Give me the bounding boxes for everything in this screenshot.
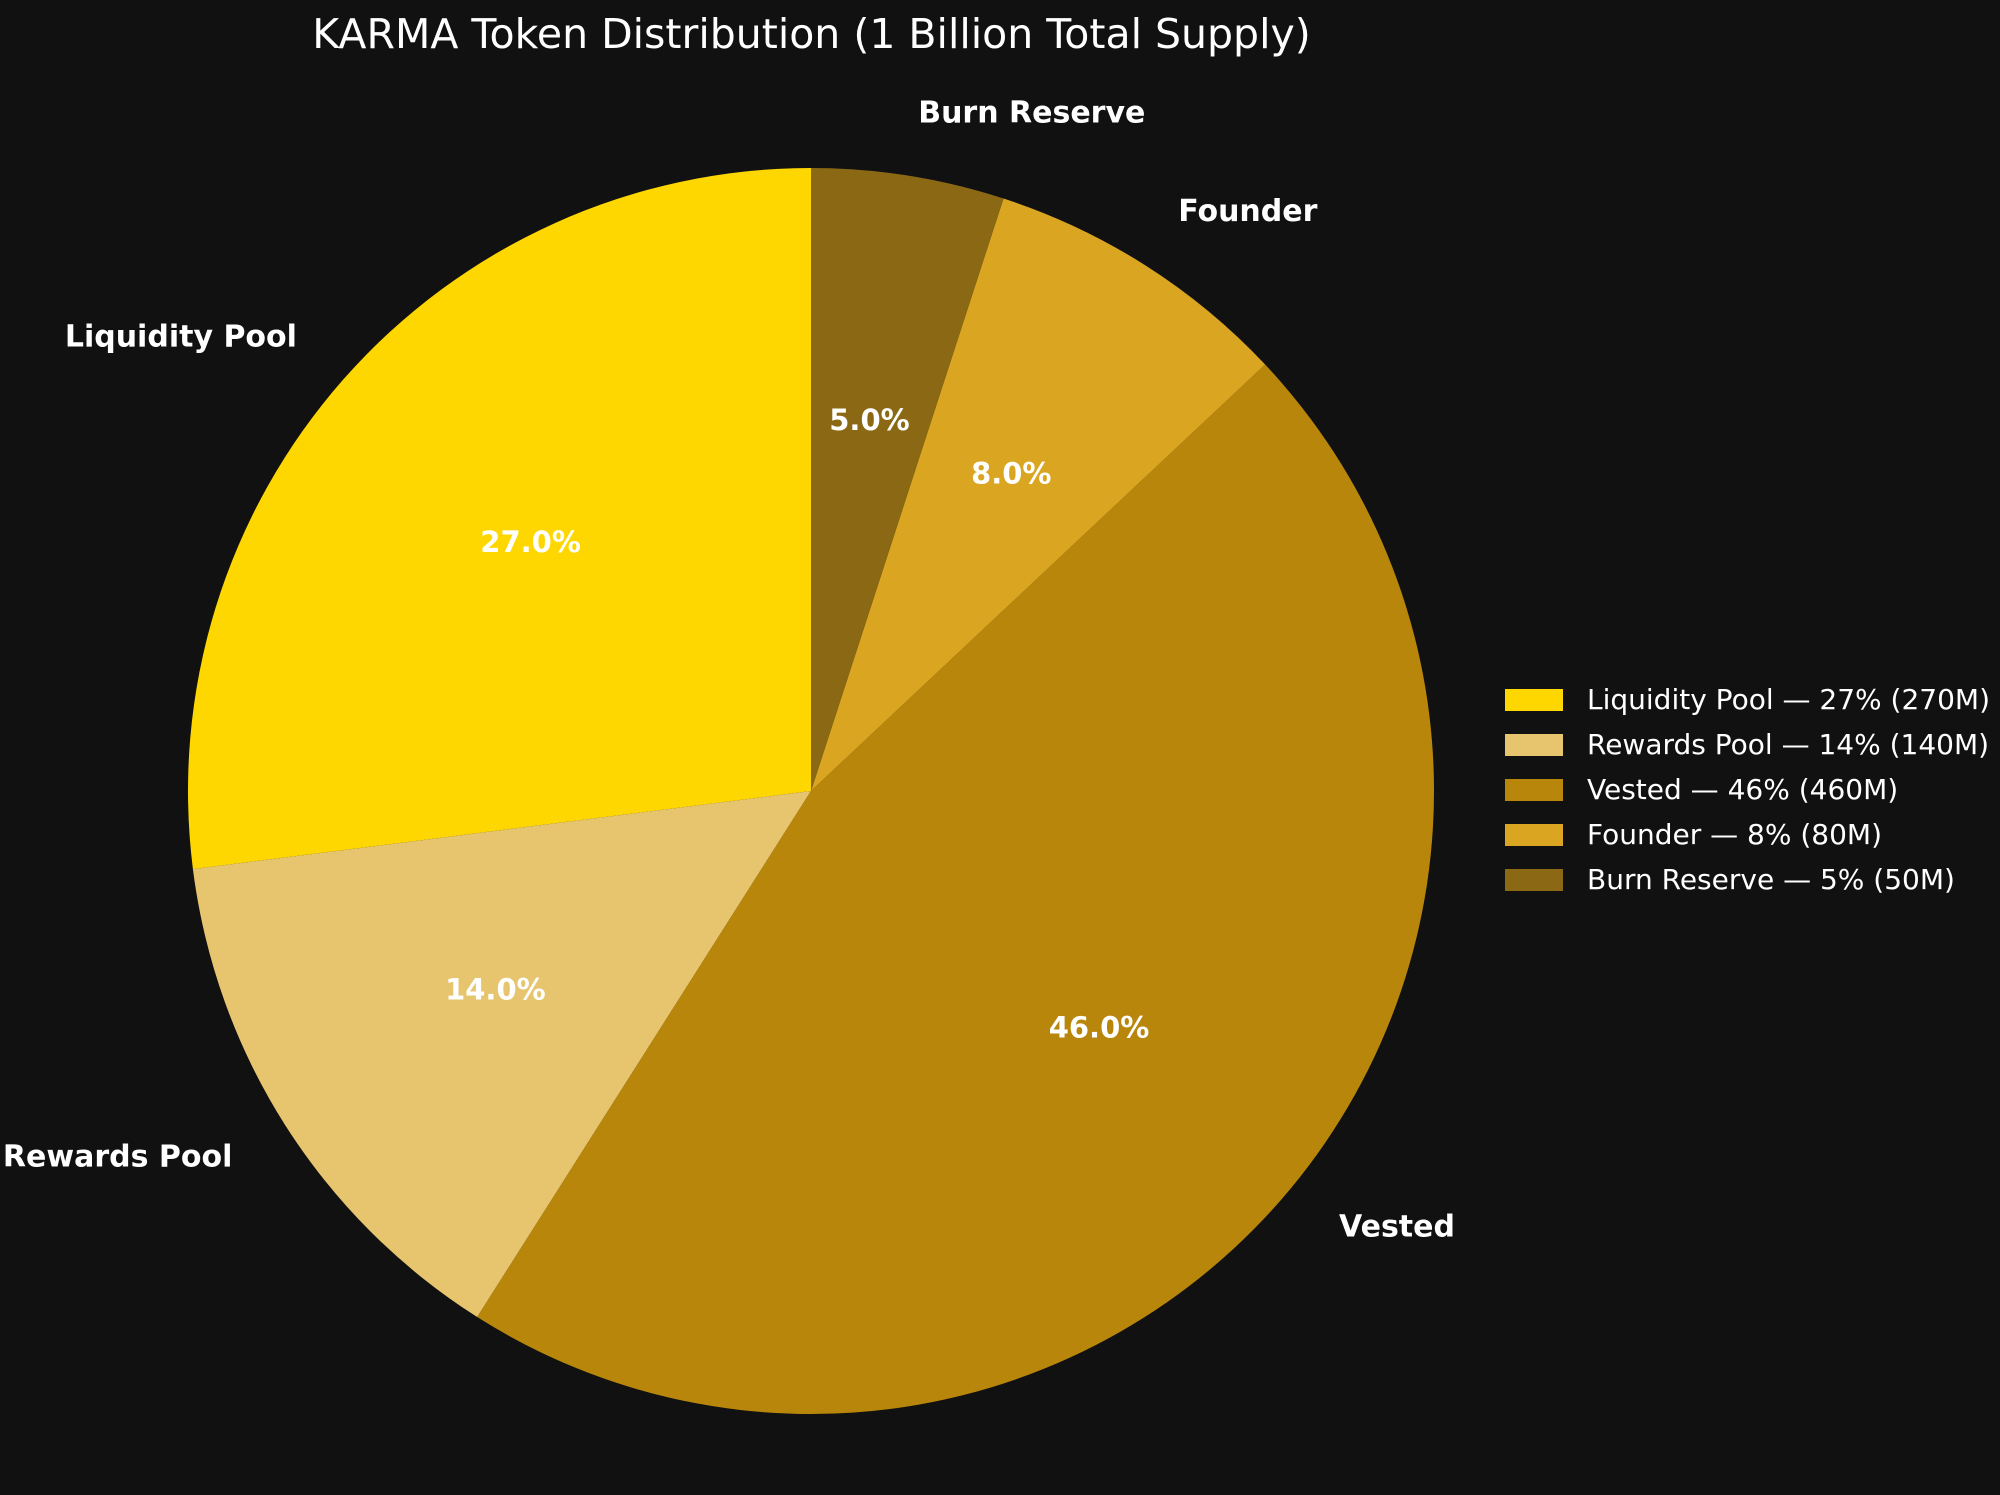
- pie-slice-liquidity-pool: [188, 168, 812, 870]
- pct-label-vested: 46.0%: [1049, 1010, 1150, 1044]
- pct-label-rewards-pool: 14.0%: [445, 972, 546, 1006]
- legend-label: Founder — 8% (80M): [1587, 818, 1882, 851]
- pct-label-founder: 8.0%: [971, 456, 1051, 490]
- legend-item-founder: Founder — 8% (80M): [1505, 812, 1990, 857]
- pie-labels: 27.0% Liquidity Pool 14.0% Rewards Pool 46.0…: [3, 96, 1455, 1245]
- legend-swatch: [1505, 688, 1563, 711]
- legend-swatch: [1505, 778, 1563, 801]
- pie-slices: [188, 168, 1435, 1415]
- legend-label: Liquidity Pool — 27% (270M): [1587, 683, 1990, 716]
- legend-label: Burn Reserve — 5% (50M): [1587, 863, 1955, 896]
- slice-label-burn-reserve: Burn Reserve: [918, 96, 1145, 131]
- legend-swatch: [1505, 823, 1563, 846]
- pct-label-liquidity-pool: 27.0%: [480, 525, 581, 559]
- legend-item-liquidity-pool: Liquidity Pool — 27% (270M): [1505, 677, 1990, 722]
- slice-label-founder: Founder: [1178, 194, 1317, 229]
- slice-label-vested: Vested: [1339, 1209, 1455, 1244]
- pie-chart: 27.0% Liquidity Pool 14.0% Rewards Pool 46.0…: [3, 96, 1455, 1415]
- pie-slice-vested: [477, 364, 1435, 1415]
- legend-item-vested: Vested — 46% (460M): [1505, 767, 1990, 812]
- legend-label: Rewards Pool — 14% (140M): [1587, 728, 1990, 761]
- legend-item-rewards-pool: Rewards Pool — 14% (140M): [1505, 722, 1990, 767]
- legend-item-burn-reserve: Burn Reserve — 5% (50M): [1505, 857, 1990, 902]
- pie-slice-burn-reserve: [811, 168, 1004, 791]
- chart-legend: Liquidity Pool — 27% (270M) Rewards Pool …: [1505, 677, 1990, 902]
- pie-slice-founder: [811, 198, 1266, 791]
- legend-label: Vested — 46% (460M): [1587, 773, 1899, 806]
- pct-label-burn-reserve: 5.0%: [829, 403, 909, 437]
- slice-label-liquidity-pool: Liquidity Pool: [65, 319, 297, 354]
- legend-swatch: [1505, 868, 1563, 891]
- chart-title: KARMA Token Distribution (1 Billion Tota…: [312, 10, 1311, 58]
- pie-slice-rewards-pool: [192, 791, 811, 1318]
- legend-swatch: [1505, 733, 1563, 756]
- slice-label-rewards-pool: Rewards Pool: [3, 1140, 232, 1175]
